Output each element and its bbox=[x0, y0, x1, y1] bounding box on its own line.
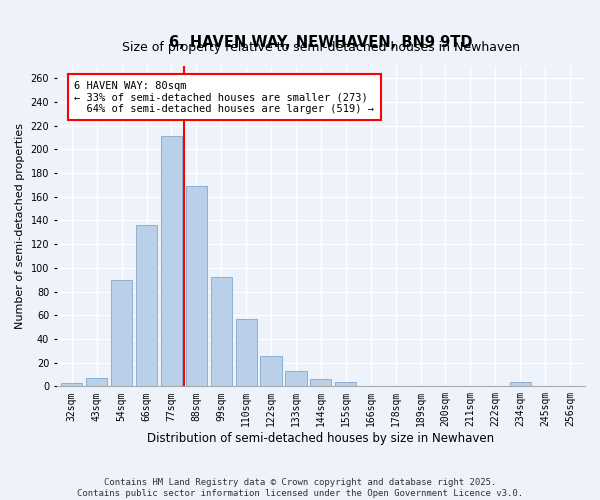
Bar bbox=[286, 371, 307, 386]
Y-axis label: Number of semi-detached properties: Number of semi-detached properties bbox=[15, 124, 25, 330]
Text: 6 HAVEN WAY: 80sqm
← 33% of semi-detached houses are smaller (273)
  64% of semi: 6 HAVEN WAY: 80sqm ← 33% of semi-detache… bbox=[74, 80, 374, 114]
Bar bbox=[310, 379, 331, 386]
Bar bbox=[161, 136, 182, 386]
Bar bbox=[236, 319, 257, 386]
Bar bbox=[335, 382, 356, 386]
Bar bbox=[136, 225, 157, 386]
Title: 6, HAVEN WAY, NEWHAVEN, BN9 9TD: 6, HAVEN WAY, NEWHAVEN, BN9 9TD bbox=[169, 35, 473, 50]
Bar bbox=[260, 356, 281, 386]
Text: Size of property relative to semi-detached houses in Newhaven: Size of property relative to semi-detach… bbox=[122, 40, 520, 54]
Bar bbox=[61, 383, 82, 386]
Bar bbox=[509, 382, 531, 386]
Bar bbox=[111, 280, 132, 386]
Text: Contains HM Land Registry data © Crown copyright and database right 2025.
Contai: Contains HM Land Registry data © Crown c… bbox=[77, 478, 523, 498]
Bar bbox=[86, 378, 107, 386]
Bar bbox=[186, 186, 207, 386]
X-axis label: Distribution of semi-detached houses by size in Newhaven: Distribution of semi-detached houses by … bbox=[148, 432, 494, 445]
Bar bbox=[211, 278, 232, 386]
